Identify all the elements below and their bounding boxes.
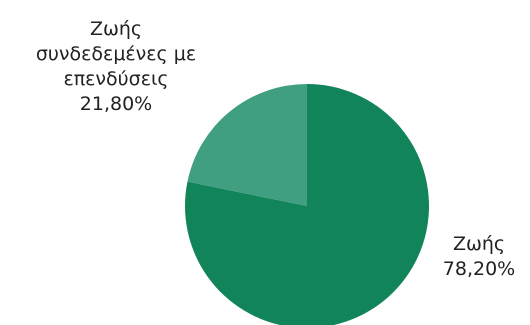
slice-label-line: Ζωής: [89, 18, 143, 40]
pie-slice-1: [187, 84, 307, 206]
slice-value-label: 21,80%: [79, 93, 153, 115]
slice-label-life: Ζωής 78,20%: [428, 232, 530, 282]
slice-value-label: 78,20%: [442, 258, 516, 280]
slice-label-investment-linked: Ζωής συνδεδεμένες με επενδύσεις 21,80%: [0, 17, 232, 117]
pie-slice-0: [185, 84, 429, 325]
slice-label-line: συνδεδεμένες με: [35, 43, 197, 65]
slice-label-line: επενδύσεις: [63, 68, 169, 90]
slice-label-line: Ζωής: [452, 233, 506, 255]
